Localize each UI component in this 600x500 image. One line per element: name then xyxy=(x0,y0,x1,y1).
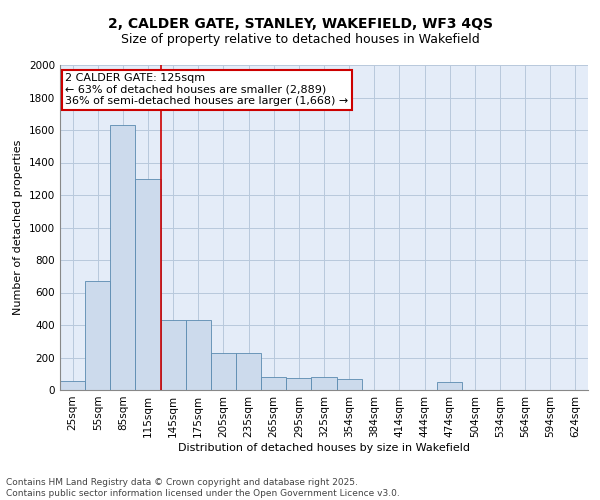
Y-axis label: Number of detached properties: Number of detached properties xyxy=(13,140,23,315)
Bar xyxy=(337,380,362,390)
Bar xyxy=(85,281,110,390)
Text: Size of property relative to detached houses in Wakefield: Size of property relative to detached ho… xyxy=(121,32,479,46)
X-axis label: Distribution of detached houses by size in Wakefield: Distribution of detached houses by size … xyxy=(178,442,470,452)
Bar xyxy=(311,377,337,390)
Text: 2 CALDER GATE: 125sqm
← 63% of detached houses are smaller (2,889)
36% of semi-d: 2 CALDER GATE: 125sqm ← 63% of detached … xyxy=(65,73,349,106)
Bar xyxy=(211,352,236,390)
Bar xyxy=(236,352,261,390)
Bar xyxy=(161,320,186,390)
Text: Contains HM Land Registry data © Crown copyright and database right 2025.
Contai: Contains HM Land Registry data © Crown c… xyxy=(6,478,400,498)
Bar xyxy=(136,179,161,390)
Bar xyxy=(60,381,85,390)
Bar xyxy=(110,125,136,390)
Bar xyxy=(286,378,311,390)
Bar xyxy=(261,377,286,390)
Text: 2, CALDER GATE, STANLEY, WAKEFIELD, WF3 4QS: 2, CALDER GATE, STANLEY, WAKEFIELD, WF3 … xyxy=(107,18,493,32)
Bar xyxy=(186,320,211,390)
Bar xyxy=(437,382,462,390)
